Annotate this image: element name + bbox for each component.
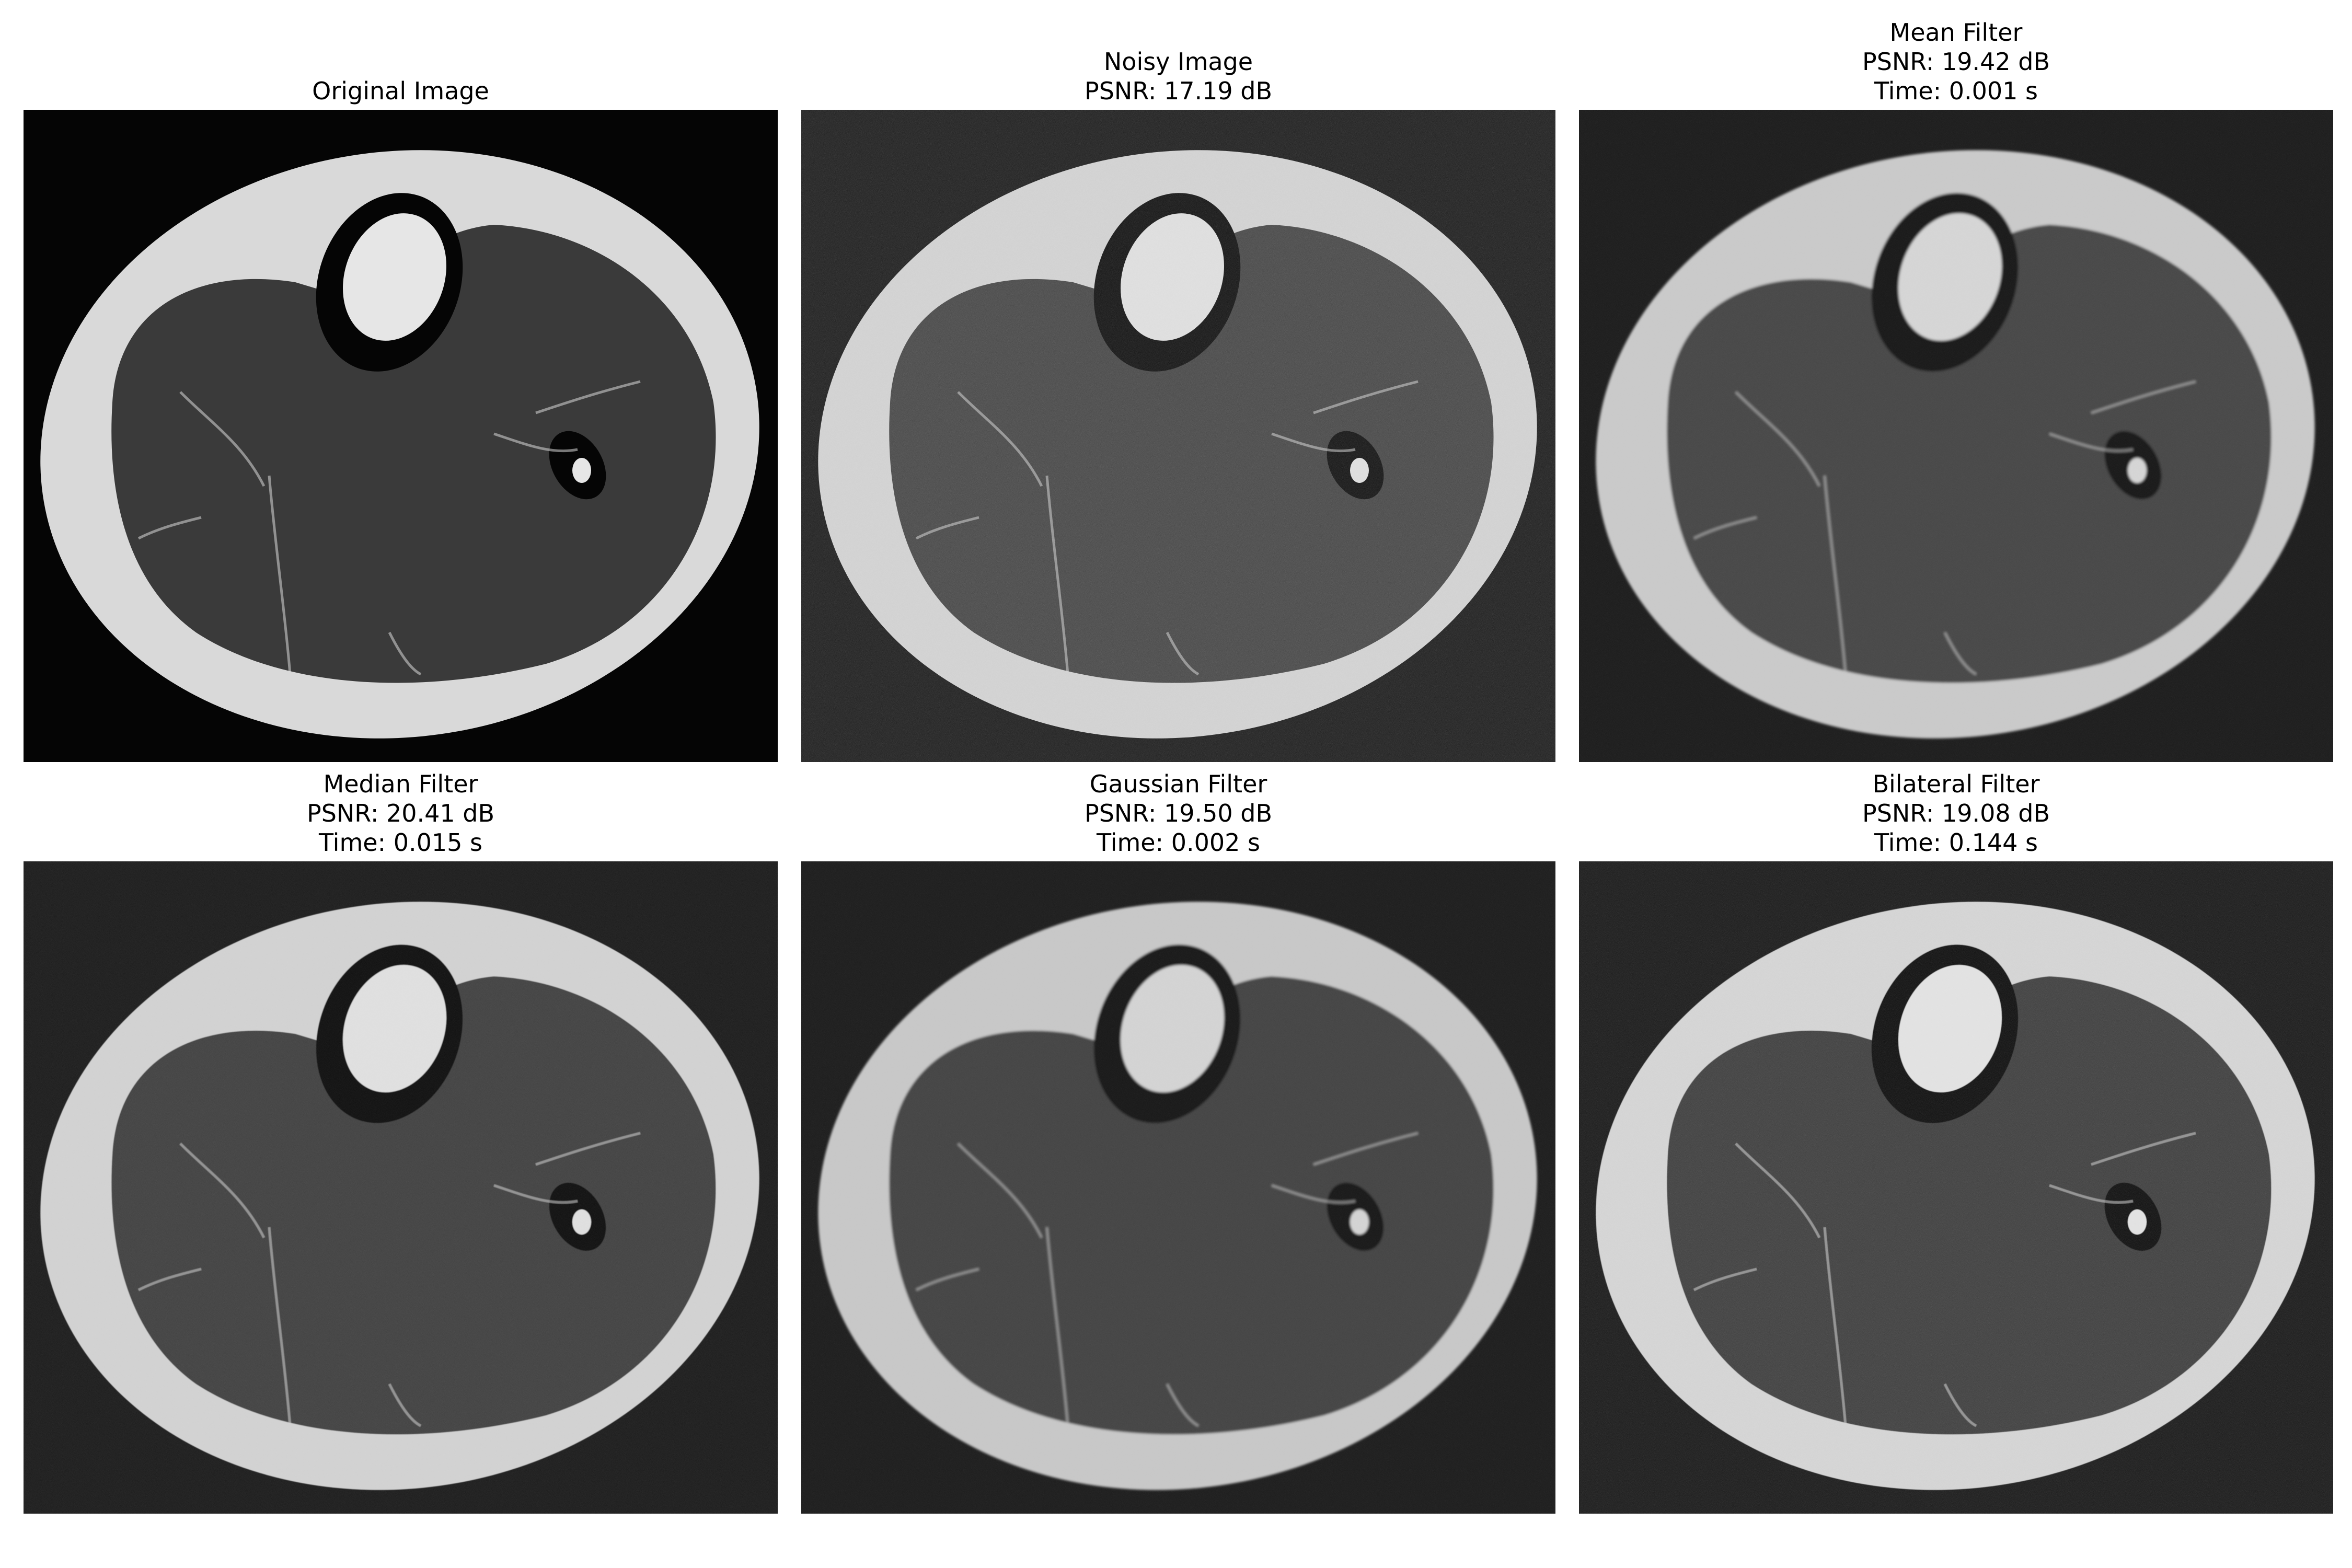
image-frame bbox=[1579, 861, 2333, 1514]
panel-title: Noisy Image PSNR: 17.19 dB bbox=[770, 47, 1587, 106]
panel-title: Gaussian Filter PSNR: 19.50 dB Time: 0.002… bbox=[770, 769, 1587, 857]
panel-title: Mean Filter PSNR: 19.42 dB Time: 0.001 s bbox=[1548, 18, 2352, 106]
panel-title: Median Filter PSNR: 20.41 dB Time: 0.015 s bbox=[0, 769, 809, 857]
panel-title-text: Mean Filter bbox=[1889, 18, 2023, 47]
panel-noisy: Noisy Image PSNR: 17.19 dB bbox=[801, 48, 1555, 762]
image-frame bbox=[24, 861, 778, 1514]
fascia-line bbox=[137, 516, 202, 540]
panel-metric-text: Time: 0.144 s bbox=[1874, 828, 2038, 857]
fascia-line bbox=[268, 475, 292, 675]
panel-title-text: Original Image bbox=[312, 77, 489, 105]
panel-title-text: Gaussian Filter bbox=[1089, 770, 1267, 798]
panel-title: Original Image bbox=[0, 76, 809, 106]
mri-slice-image bbox=[801, 861, 1555, 1514]
noise-overlay bbox=[1579, 110, 2333, 762]
image-frame bbox=[801, 110, 1555, 762]
tibia-marrow bbox=[343, 213, 446, 341]
panel-metric-text: Time: 0.001 s bbox=[1874, 77, 2038, 105]
panel-metric-text: PSNR: 17.19 dB bbox=[1084, 77, 1273, 105]
mri-slice-image bbox=[1579, 861, 2333, 1514]
panel-median-filter: Median Filter PSNR: 20.41 dB Time: 0.015 s bbox=[24, 770, 778, 1514]
fascia-line bbox=[179, 391, 266, 487]
panel-metric-text: PSNR: 20.41 dB bbox=[306, 799, 495, 827]
noise-overlay bbox=[1579, 861, 2333, 1514]
noise-overlay bbox=[801, 861, 1555, 1514]
noise-overlay bbox=[24, 861, 778, 1514]
mri-slice-image bbox=[24, 861, 778, 1514]
panel-metric-text: Time: 0.002 s bbox=[1097, 828, 1260, 857]
noise-overlay bbox=[801, 110, 1555, 762]
mri-slice-image bbox=[801, 110, 1555, 762]
fascia-line bbox=[493, 432, 578, 453]
fibula-marrow bbox=[572, 458, 591, 483]
panel-metric-text: PSNR: 19.08 dB bbox=[1862, 799, 2050, 827]
panel-metric-text: Time: 0.015 s bbox=[319, 828, 482, 857]
panel-mean-filter: Mean Filter PSNR: 19.42 dB Time: 0.001 s bbox=[1579, 18, 2333, 762]
image-frame bbox=[1579, 110, 2333, 762]
panel-title-text: Median Filter bbox=[323, 770, 478, 798]
panel-title: Bilateral Filter PSNR: 19.08 dB Time: 0.14… bbox=[1548, 769, 2352, 857]
muscle-region bbox=[111, 225, 716, 683]
image-frame bbox=[801, 861, 1555, 1514]
panel-bilateral-filter: Bilateral Filter PSNR: 19.08 dB Time: 0.14… bbox=[1579, 770, 2333, 1514]
panel-title-text: Noisy Image bbox=[1103, 48, 1253, 76]
mri-slice-image bbox=[24, 110, 778, 762]
panel-gaussian-filter: Gaussian Filter PSNR: 19.50 dB Time: 0.002… bbox=[801, 770, 1555, 1514]
panel-metric-text: PSNR: 19.42 dB bbox=[1862, 48, 2050, 76]
mri-slice-image bbox=[1579, 110, 2333, 762]
panel-metric-text: PSNR: 19.50 dB bbox=[1084, 799, 1273, 827]
fascia-line bbox=[388, 631, 422, 676]
panel-original: Original Image bbox=[24, 77, 778, 762]
image-frame bbox=[24, 110, 778, 762]
panel-title-text: Bilateral Filter bbox=[1872, 770, 2040, 798]
fascia-line bbox=[535, 380, 641, 414]
